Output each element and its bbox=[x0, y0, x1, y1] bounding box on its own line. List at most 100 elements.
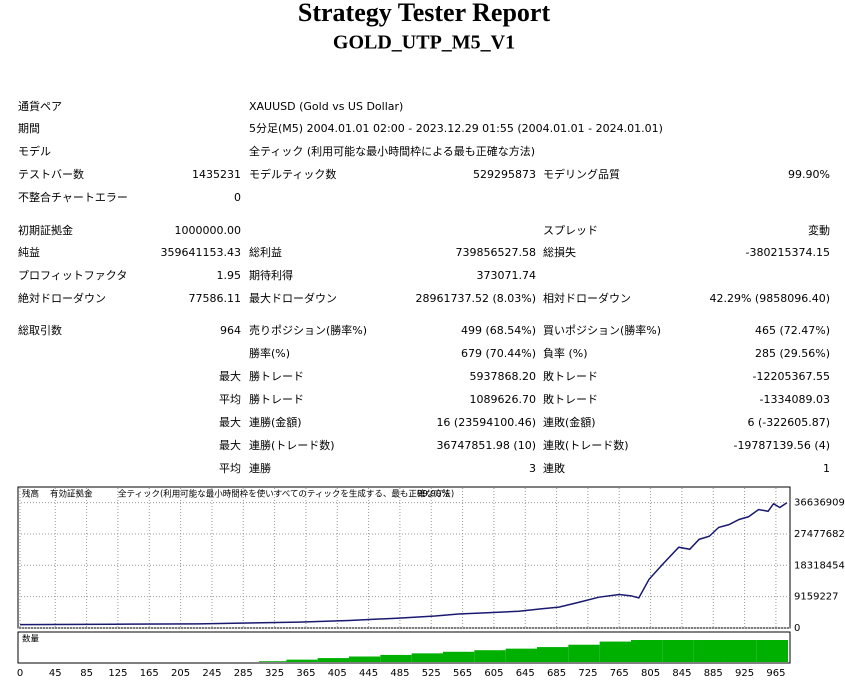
table-cell: 初期証拠金 bbox=[18, 223, 73, 237]
x-tick-label: 845 bbox=[672, 668, 691, 679]
volume-bar bbox=[286, 659, 318, 662]
y-tick-label: 0 bbox=[794, 623, 800, 634]
x-tick-label: 885 bbox=[704, 668, 723, 679]
table-cell: 499 (68.54%) bbox=[461, 324, 536, 337]
table-cell: 全ティック (利用可能な最小時間枠による最も正確な方法) bbox=[249, 144, 535, 158]
table-cell: 連勝(トレード数) bbox=[249, 438, 335, 452]
legend-entry: 全ティック(利用可能な最小時間枠を使いすべてのティックを生成する、最も正確な方法… bbox=[118, 489, 454, 500]
y-tick-label: 18318454 bbox=[794, 560, 845, 571]
x-tick-label: 685 bbox=[547, 668, 566, 679]
graph-frame bbox=[17, 486, 791, 629]
table-cell: 通貨ペア bbox=[18, 99, 62, 113]
y-tick-label: 9159227 bbox=[794, 592, 839, 603]
x-tick-label: 725 bbox=[578, 668, 597, 679]
x-tick-label: 0 bbox=[17, 668, 23, 679]
x-tick-label: 925 bbox=[735, 668, 754, 679]
table-cell: 6 (-322605.87) bbox=[747, 416, 830, 429]
x-tick-label: 405 bbox=[328, 668, 347, 679]
x-tick-label: 445 bbox=[359, 668, 378, 679]
x-tick-label: 45 bbox=[49, 668, 62, 679]
legend-entry: 有効証拠金 bbox=[50, 489, 93, 500]
table-cell: モデルティック数 bbox=[249, 167, 336, 181]
x-tick-label: 245 bbox=[202, 668, 221, 679]
table-cell: テストバー数 bbox=[18, 168, 84, 181]
table-cell: 285 (29.56%) bbox=[755, 347, 830, 360]
x-tick-label: 165 bbox=[140, 668, 159, 679]
table-cell: 最大 bbox=[219, 438, 241, 452]
table-cell: 28961737.52 (8.03%) bbox=[415, 292, 536, 305]
table-cell: 敗トレード bbox=[543, 392, 598, 406]
x-tick-label: 485 bbox=[390, 668, 409, 679]
volume-bar bbox=[442, 651, 475, 662]
table-cell: 359641153.43 bbox=[161, 246, 241, 259]
volume-bar bbox=[348, 656, 381, 662]
legend-entry: 残高 bbox=[22, 489, 39, 500]
report-title: Strategy Tester Report bbox=[298, 0, 551, 27]
table-cell: XAUUSD (Gold vs US Dollar) bbox=[249, 100, 403, 113]
legend-entry: 99.90% bbox=[417, 490, 449, 500]
table-cell: 敗トレード bbox=[543, 369, 598, 383]
x-tick-label: 85 bbox=[80, 668, 93, 679]
table-cell: 99.90% bbox=[788, 168, 830, 181]
x-tick-label: 805 bbox=[641, 668, 660, 679]
x-tick-label: 765 bbox=[610, 668, 629, 679]
volume-bar bbox=[317, 658, 349, 662]
x-tick-label: 365 bbox=[296, 668, 315, 679]
table-cell: 679 (70.44%) bbox=[461, 347, 536, 360]
volume-bar bbox=[630, 640, 663, 662]
table-cell: 42.29% (9858096.40) bbox=[709, 292, 830, 305]
volume-bar bbox=[693, 640, 725, 662]
table-cell: 純益 bbox=[18, 245, 40, 259]
table-cell: 5937868.20 bbox=[470, 370, 536, 383]
report-subtitle: GOLD_UTP_M5_V1 bbox=[333, 32, 515, 54]
y-tick-label: 27477682 bbox=[794, 529, 845, 540]
x-tick-label: 965 bbox=[766, 668, 785, 679]
table-cell: -380215374.15 bbox=[746, 246, 830, 259]
table-cell: 最大 bbox=[219, 415, 241, 429]
table-cell: -19787139.56 (4) bbox=[733, 439, 830, 452]
volume-label: 数量 bbox=[22, 634, 40, 645]
x-tick-label: 565 bbox=[453, 668, 472, 679]
table-cell: 連敗 bbox=[543, 461, 565, 475]
table-cell: 1.95 bbox=[217, 269, 242, 282]
volume-bar bbox=[724, 640, 757, 662]
table-cell: 期間 bbox=[18, 122, 40, 135]
table-cell: 1435231 bbox=[192, 168, 241, 181]
table-cell: 465 (72.47%) bbox=[755, 324, 830, 337]
x-tick-label: 605 bbox=[484, 668, 503, 679]
table-cell: 1 bbox=[823, 462, 830, 475]
table-cell: 買いポジション(勝率%) bbox=[543, 323, 661, 337]
volume-bar bbox=[505, 648, 537, 662]
volume-bar bbox=[380, 654, 412, 662]
x-tick-label: 125 bbox=[108, 668, 127, 679]
volume-bar bbox=[568, 644, 600, 662]
table-cell: -12205367.55 bbox=[753, 370, 830, 383]
table-cell: 964 bbox=[220, 324, 241, 337]
x-tick-label: 525 bbox=[422, 668, 441, 679]
table-cell: 36747851.98 (10) bbox=[436, 439, 536, 452]
table-cell: 529295873 bbox=[473, 168, 536, 181]
table-cell: -1334089.03 bbox=[760, 393, 830, 406]
volume-bar bbox=[258, 661, 287, 662]
volume-bar bbox=[474, 650, 506, 662]
table-cell: 1089626.70 bbox=[470, 393, 536, 406]
table-cell: 最大 bbox=[219, 369, 241, 383]
x-tick-label: 645 bbox=[516, 668, 535, 679]
table-cell: 不整合チャートエラー bbox=[18, 190, 128, 204]
table-cell: 総取引数 bbox=[18, 323, 62, 337]
x-tick-label: 285 bbox=[234, 668, 253, 679]
table-cell: 総利益 bbox=[249, 245, 282, 259]
table-cell: 3 bbox=[529, 462, 536, 475]
volume-bar bbox=[756, 640, 788, 662]
table-cell: 1000000.00 bbox=[175, 224, 241, 237]
table-cell: 0 bbox=[234, 191, 241, 204]
table-cell: 16 (23594100.46) bbox=[436, 416, 536, 429]
volume-bar bbox=[411, 653, 443, 662]
table-cell: 連勝 bbox=[249, 461, 271, 475]
x-tick-label: 205 bbox=[171, 668, 190, 679]
table-cell: 連敗(トレード数) bbox=[543, 438, 629, 452]
volume-bar bbox=[662, 640, 694, 662]
table-cell: 平均 bbox=[219, 393, 241, 406]
volume-bar bbox=[536, 647, 569, 662]
table-cell: 平均 bbox=[219, 462, 241, 475]
